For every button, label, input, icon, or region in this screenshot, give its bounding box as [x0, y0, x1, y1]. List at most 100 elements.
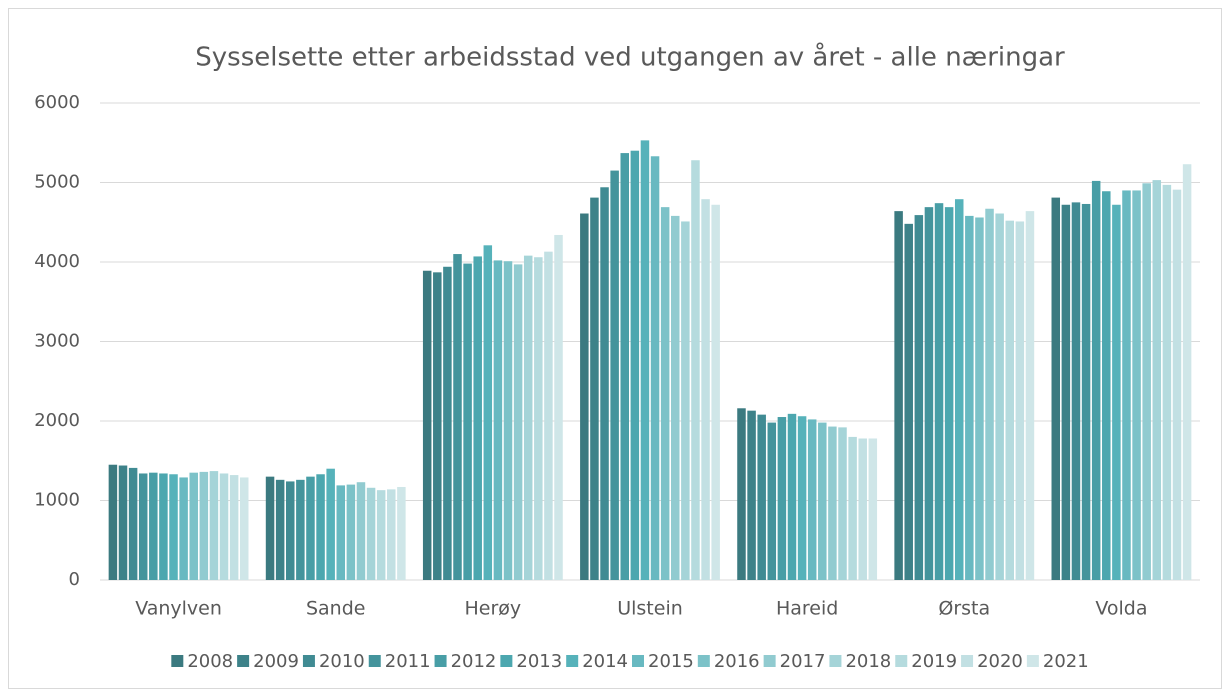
bar: [275, 479, 285, 580]
legend-label: 2014: [582, 651, 628, 672]
y-tick-label: 1000: [34, 490, 80, 511]
bar: [838, 427, 847, 580]
bar: [1071, 202, 1081, 580]
bar: [513, 264, 523, 580]
bar: [483, 245, 493, 580]
bar: [493, 260, 503, 580]
legend-label: 2018: [845, 651, 891, 672]
bar: [904, 223, 913, 580]
legend-swatch: [632, 655, 644, 667]
x-tick-label: Ulstein: [617, 598, 683, 620]
bar: [1081, 203, 1091, 580]
legend-swatch: [961, 655, 974, 667]
bar: [767, 422, 777, 580]
bar: [209, 471, 219, 580]
bar: [757, 414, 766, 580]
bar: [387, 489, 396, 580]
bar: [219, 473, 229, 580]
bar: [199, 471, 209, 580]
bar: [600, 187, 609, 580]
bar: [473, 256, 482, 580]
legend-label: 2019: [911, 651, 957, 672]
bar: [691, 160, 700, 581]
x-tick-label: Ørsta: [938, 598, 990, 620]
x-tick-label: Sande: [306, 598, 366, 620]
y-tick-label: 4000: [34, 251, 80, 272]
bar: [1162, 184, 1172, 580]
bar: [894, 211, 903, 580]
bar: [286, 481, 295, 580]
bar: [1132, 190, 1141, 580]
legend-label: 2021: [1043, 651, 1089, 672]
bar: [934, 203, 944, 581]
bar: [660, 207, 670, 580]
bar: [1091, 180, 1101, 580]
bar: [1182, 164, 1192, 580]
bar: [580, 213, 589, 580]
bar: [554, 234, 563, 580]
bar: [108, 464, 118, 580]
bar: [944, 207, 954, 580]
legend-swatch: [829, 655, 842, 667]
legend-label: 2017: [780, 651, 826, 672]
bar: [828, 426, 837, 580]
bar: [737, 408, 746, 580]
legend-swatch: [1026, 655, 1039, 667]
legend-swatch: [566, 655, 579, 667]
bar: [1172, 189, 1182, 580]
legend-label: 2009: [253, 651, 299, 672]
bar: [422, 270, 432, 580]
y-tick-label: 5000: [34, 172, 80, 193]
bar: [630, 150, 640, 580]
bar: [858, 438, 867, 580]
bar: [807, 419, 817, 580]
bar: [1015, 221, 1025, 580]
x-tick-label: Vanylven: [135, 598, 222, 620]
bar: [189, 472, 198, 580]
bar: [1112, 204, 1121, 580]
legend-label: 2012: [451, 651, 497, 672]
bar: [346, 484, 356, 580]
bar: [1152, 180, 1162, 581]
bar: [924, 207, 934, 580]
bar: [650, 156, 660, 580]
bar: [118, 465, 128, 580]
bar: [366, 487, 376, 580]
bar: [777, 417, 787, 580]
bar: [179, 477, 188, 580]
bar: [711, 204, 720, 580]
legend-label: 2011: [385, 651, 431, 672]
bar: [975, 217, 984, 581]
bar: [523, 255, 533, 580]
bar: [265, 476, 275, 580]
bar: [128, 467, 138, 580]
bar: [326, 468, 335, 580]
bar: [138, 473, 148, 580]
bar: [620, 153, 629, 580]
bar: [169, 474, 178, 580]
y-tick-label: 0: [69, 569, 80, 590]
bar: [159, 473, 168, 580]
x-tick-label: Volda: [1095, 598, 1147, 620]
bar: [797, 416, 807, 580]
legend-swatch: [763, 655, 776, 667]
bar: [544, 251, 553, 581]
bar: [1005, 220, 1014, 580]
bar: [453, 254, 462, 581]
bar: [433, 272, 442, 580]
bar: [701, 199, 710, 580]
legend-swatch: [302, 655, 315, 667]
bar: [787, 413, 797, 580]
bar: [995, 213, 1004, 580]
bar: [296, 479, 305, 580]
bar: [954, 199, 964, 580]
bar: [306, 476, 315, 580]
bar: [1061, 204, 1071, 580]
legend-label: 2016: [714, 651, 760, 672]
legend-swatch: [434, 655, 447, 667]
x-tick-label: Herøy: [465, 598, 522, 620]
bar: [671, 215, 680, 580]
bar: [914, 215, 924, 580]
legend-label: 2013: [516, 651, 562, 672]
